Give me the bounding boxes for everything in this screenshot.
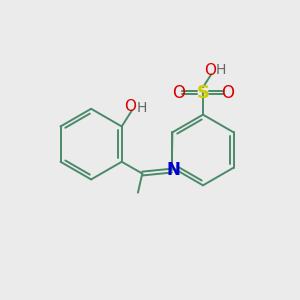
Text: O: O bbox=[221, 84, 234, 102]
Text: S: S bbox=[196, 84, 209, 102]
Text: O: O bbox=[204, 63, 216, 78]
Text: O: O bbox=[124, 99, 136, 114]
Text: H: H bbox=[136, 101, 147, 115]
Text: N: N bbox=[166, 161, 180, 179]
Text: O: O bbox=[172, 84, 185, 102]
Text: H: H bbox=[216, 64, 226, 77]
